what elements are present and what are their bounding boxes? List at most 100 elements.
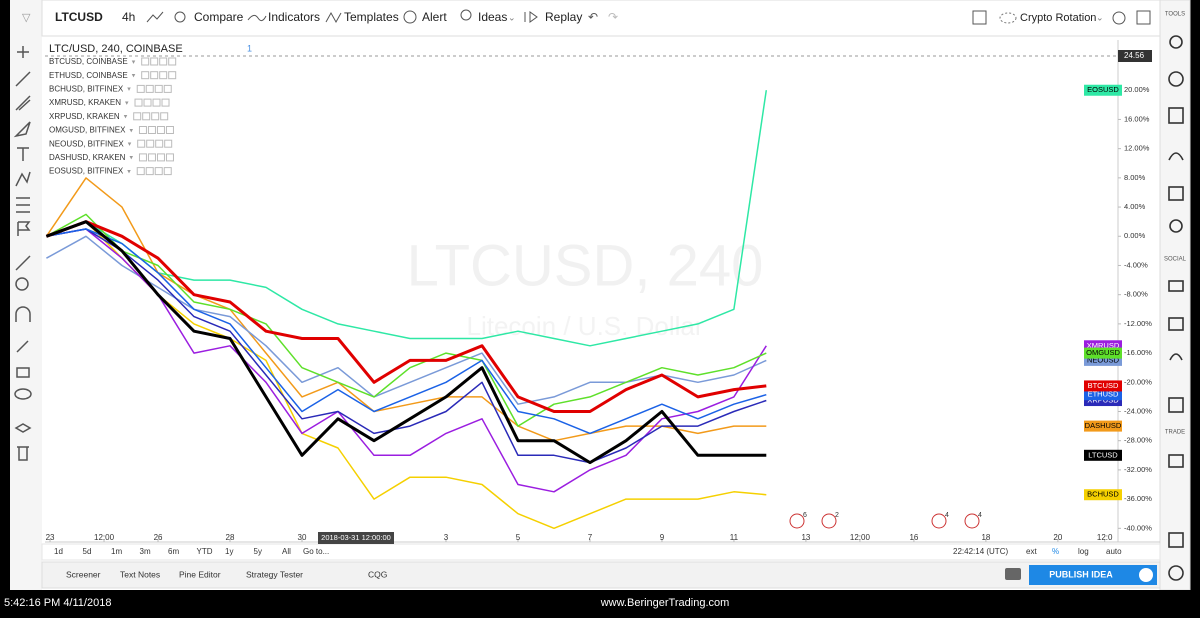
range-button[interactable]: 1m — [111, 547, 122, 556]
tab[interactable]: Strategy Tester — [246, 569, 303, 579]
legend-dropdown[interactable]: ▾ — [127, 168, 131, 175]
range-button[interactable]: 1d — [54, 547, 63, 556]
templates-icon[interactable] — [325, 11, 342, 24]
legend-button[interactable] — [165, 153, 174, 162]
event-flag[interactable] — [789, 513, 805, 529]
legend-button[interactable] — [156, 126, 165, 134]
legend-button[interactable] — [136, 167, 145, 176]
compare-icon[interactable] — [174, 11, 186, 23]
snapshot[interactable] — [1136, 10, 1151, 25]
legend-button[interactable] — [134, 98, 143, 107]
goto[interactable]: Go to... — [303, 547, 329, 556]
ideas-button[interactable]: Ideas — [478, 10, 507, 24]
sidebar-icons[interactable] — [1168, 35, 1184, 581]
layout-name[interactable]: Crypto Rotation — [1020, 12, 1096, 24]
legend-button[interactable] — [163, 84, 172, 93]
range-button[interactable]: YTD — [197, 547, 213, 556]
legend-button[interactable] — [133, 112, 142, 121]
legend-item[interactable]: OMGUSD, BITFINEX — [49, 126, 126, 135]
range-button[interactable]: 5y — [254, 547, 262, 556]
fullscreen[interactable] — [972, 10, 987, 25]
replay-icon[interactable] — [524, 11, 538, 23]
legend-dropdown[interactable]: ▾ — [125, 100, 129, 107]
alert-icon[interactable] — [403, 10, 417, 24]
drawing-tools[interactable] — [13, 46, 32, 461]
replay-circle[interactable] — [1139, 568, 1153, 582]
legend-item[interactable]: XRPUSD, KRAKEN — [49, 112, 120, 121]
symbol-search[interactable]: LTCUSD — [55, 10, 103, 24]
undo[interactable]: ↶ — [588, 10, 598, 24]
legend-button[interactable] — [159, 57, 168, 66]
main-series-label[interactable]: LTC/USD, 240, COINBASE — [49, 43, 183, 55]
range-button[interactable]: 5d — [83, 547, 92, 556]
legend-dropdown[interactable]: ▾ — [124, 114, 128, 121]
legend-button[interactable] — [137, 139, 146, 148]
legend-button[interactable] — [136, 84, 145, 93]
legend-button[interactable] — [168, 71, 177, 80]
legend-item[interactable]: NEOUSD, BITFINEX — [49, 139, 124, 148]
legend-button[interactable] — [163, 167, 172, 176]
legend-button[interactable] — [138, 126, 147, 134]
legend-button[interactable] — [155, 139, 164, 148]
legend-button[interactable] — [168, 57, 177, 66]
event-flag[interactable] — [964, 513, 980, 529]
indicators-icon[interactable] — [247, 14, 267, 22]
legend-button[interactable] — [165, 126, 174, 134]
legend-dropdown[interactable]: ▾ — [129, 155, 133, 162]
legend-button[interactable] — [146, 139, 155, 148]
legend-item[interactable]: DASHUSD, KRAKEN — [49, 153, 126, 162]
chart-style-icon[interactable] — [146, 11, 164, 23]
legend-button[interactable] — [143, 98, 152, 107]
legend-button[interactable] — [141, 71, 150, 80]
legend-item[interactable]: BCHUSD, BITFINEX — [49, 85, 124, 94]
publish-label[interactable]: PUBLISH IDEA — [1049, 569, 1113, 579]
tab[interactable]: Pine Editor — [179, 569, 221, 579]
layout-dropdown[interactable]: ⌄ — [1096, 12, 1104, 22]
legend-button[interactable] — [154, 84, 163, 93]
settings[interactable] — [1112, 11, 1126, 25]
legend-button[interactable] — [161, 98, 170, 107]
range-button[interactable]: 1y — [225, 547, 233, 556]
scale-option[interactable]: ext — [1026, 547, 1037, 556]
templates-button[interactable]: Templates — [344, 10, 399, 24]
legend-item[interactable]: EOSUSD, BITFINEX — [49, 167, 124, 176]
legend-dropdown[interactable]: ▾ — [129, 127, 133, 134]
scale-option[interactable]: % — [1052, 547, 1059, 556]
indicators-button[interactable]: Indicators — [268, 10, 320, 24]
legend-button[interactable] — [141, 57, 150, 66]
legend-button[interactable] — [145, 84, 154, 93]
publish-button[interactable] — [1029, 565, 1157, 585]
alert-button[interactable]: Alert — [422, 10, 447, 24]
legend-button[interactable] — [152, 98, 161, 107]
legend-button[interactable] — [150, 71, 159, 80]
legend-item[interactable]: BTCUSD, COINBASE — [49, 57, 128, 66]
tab[interactable]: Text Notes — [120, 569, 160, 579]
event-flag[interactable] — [931, 513, 947, 529]
legend-item[interactable]: XMRUSD, KRAKEN — [49, 98, 121, 107]
legend-dropdown[interactable]: ▾ — [127, 86, 131, 93]
range-button[interactable]: 3m — [140, 547, 151, 556]
legend-button[interactable] — [150, 57, 159, 66]
compare-button[interactable]: Compare — [194, 10, 244, 24]
legend-button[interactable] — [142, 112, 151, 121]
range-button[interactable]: 6m — [168, 547, 179, 556]
legend-button[interactable] — [145, 167, 154, 176]
legend-button[interactable] — [159, 71, 168, 80]
scale-option[interactable]: log — [1078, 547, 1089, 556]
legend-button[interactable] — [160, 112, 169, 121]
tab[interactable]: CQG — [368, 569, 387, 579]
layout-icon[interactable] — [999, 12, 1017, 24]
scale-option[interactable]: auto — [1106, 547, 1122, 556]
legend-button[interactable] — [154, 167, 163, 176]
range-button[interactable]: All — [282, 547, 291, 556]
legend-dropdown[interactable]: ▾ — [128, 141, 132, 148]
legend-button[interactable] — [164, 139, 173, 148]
legend-button[interactable] — [147, 153, 156, 162]
legend-button[interactable] — [156, 153, 165, 162]
ideas-icon[interactable] — [460, 9, 472, 21]
redo[interactable]: ↷ — [608, 10, 618, 24]
legend-dropdown[interactable]: ▾ — [132, 59, 136, 66]
camera[interactable] — [1005, 568, 1021, 580]
legend-button[interactable] — [147, 126, 156, 134]
event-flag[interactable] — [821, 513, 837, 529]
